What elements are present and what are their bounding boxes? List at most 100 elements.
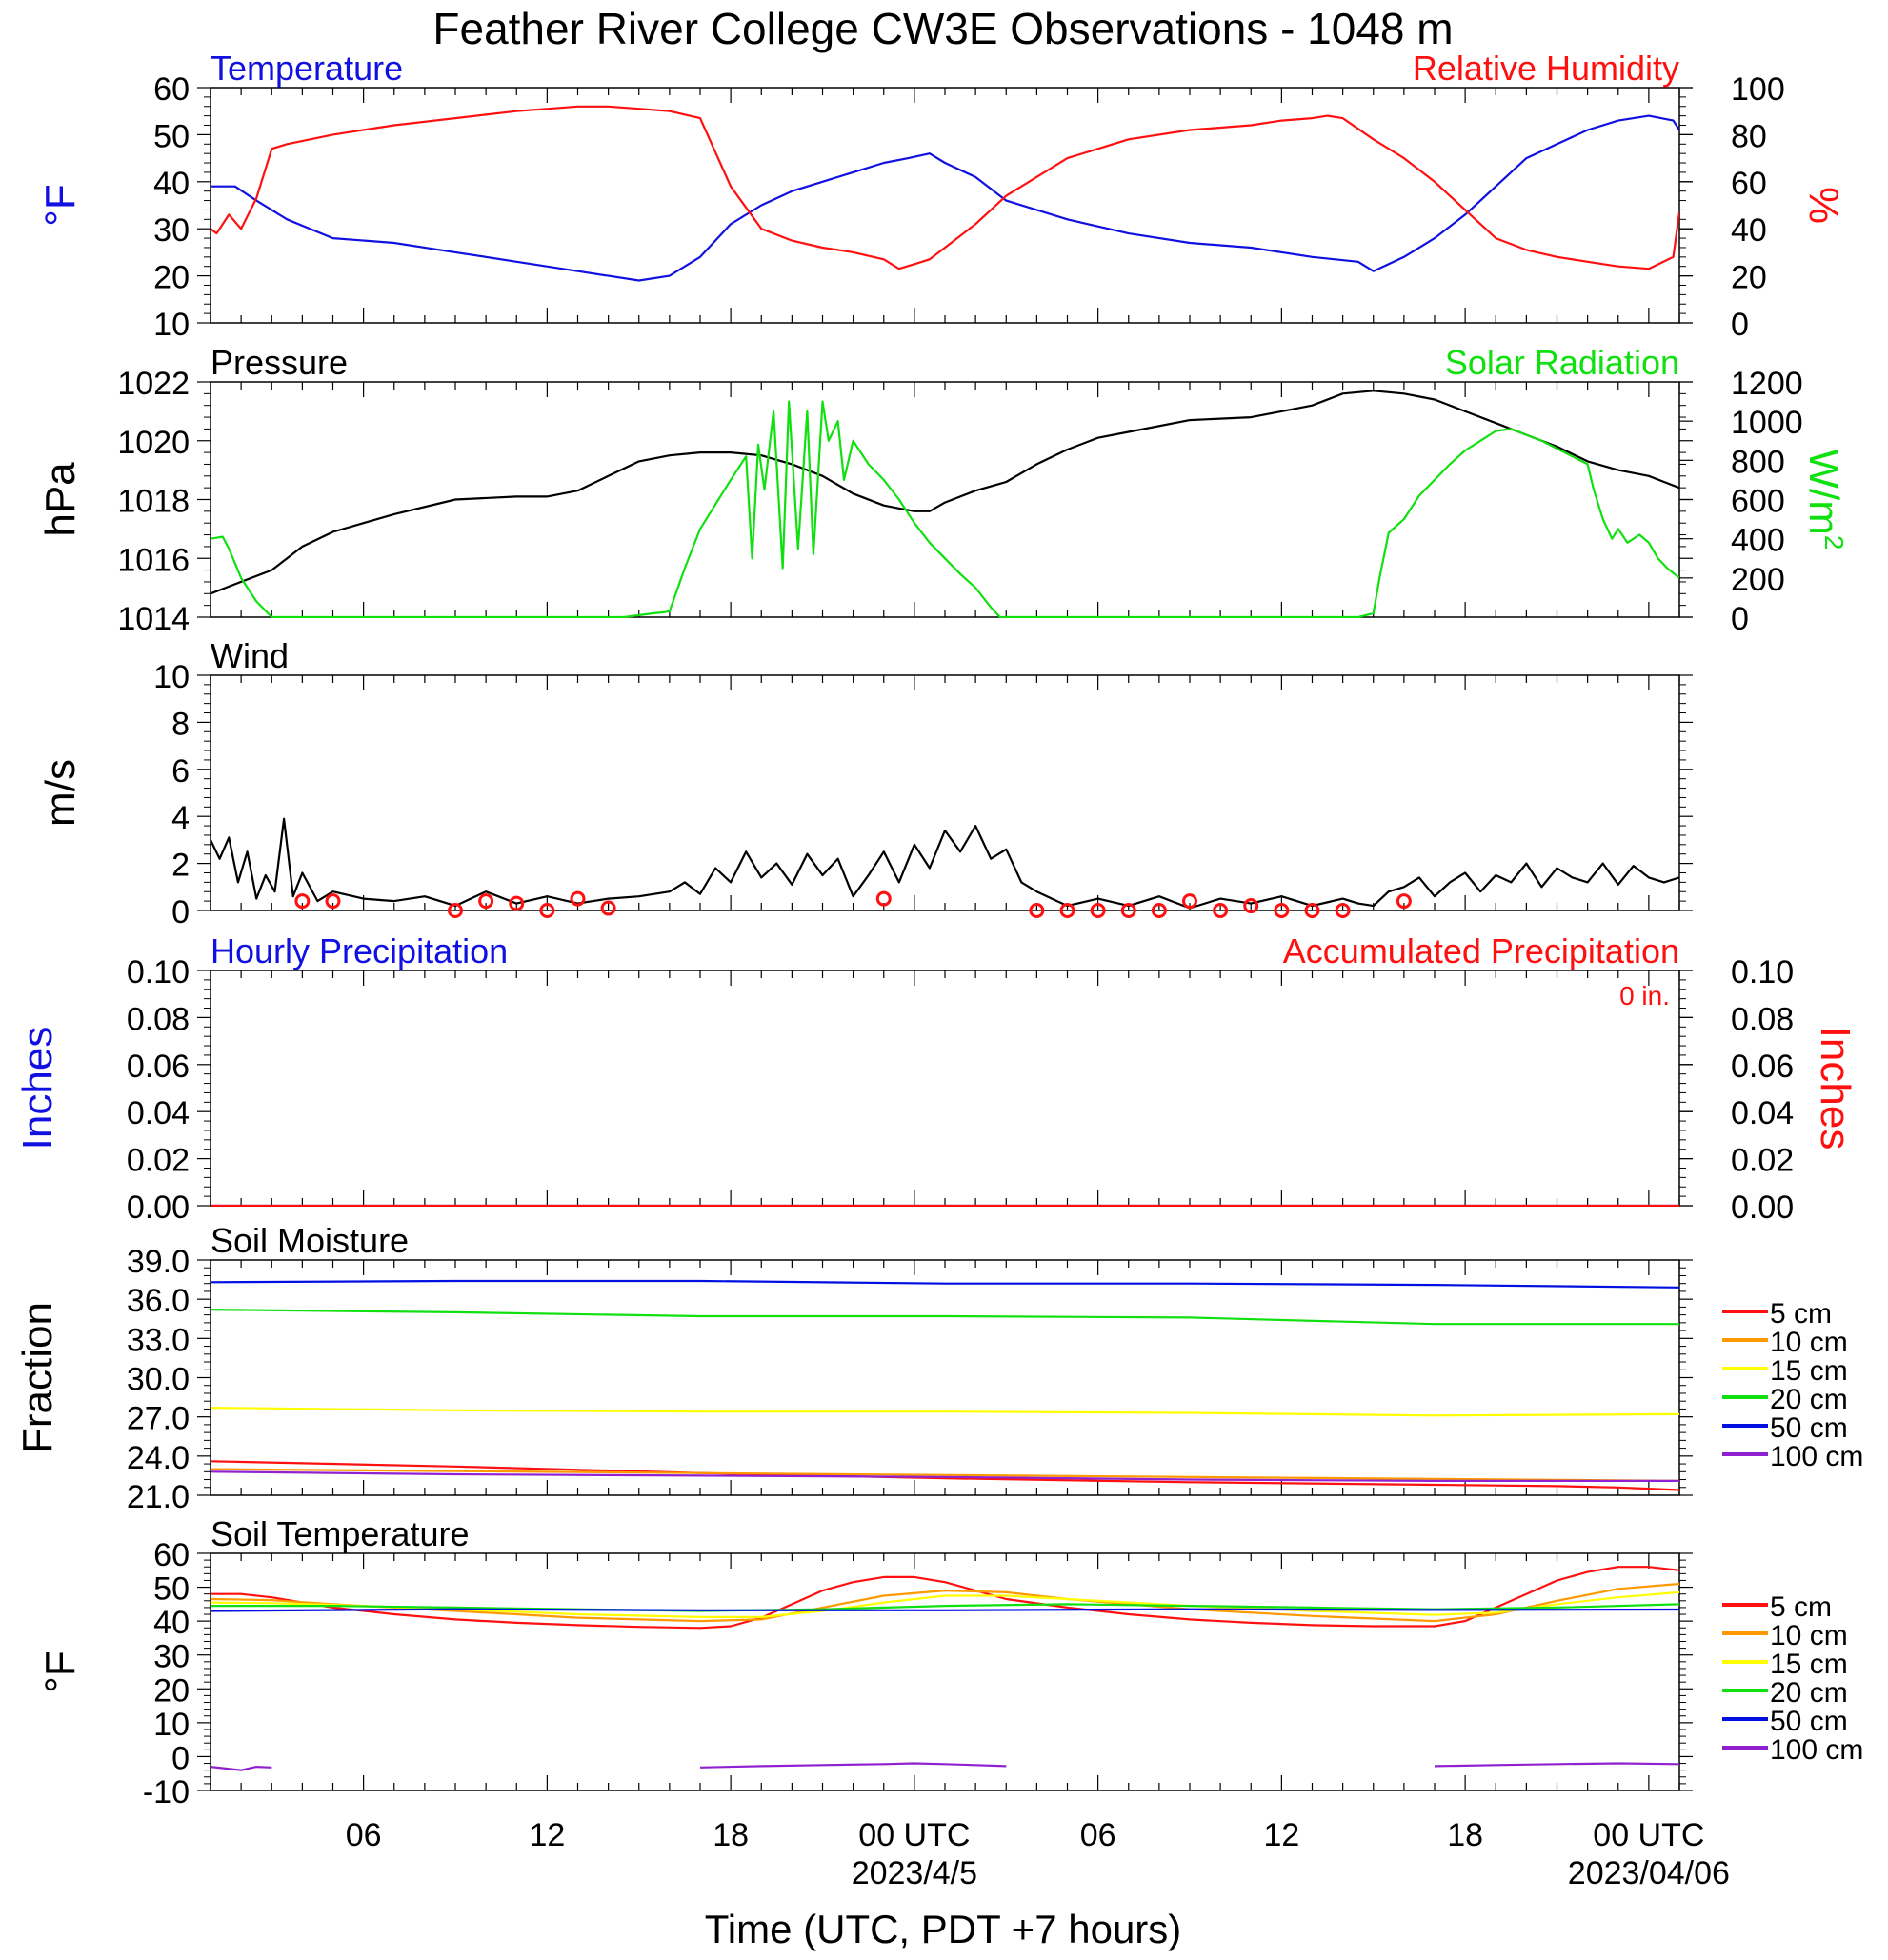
- y-tick-label-left: 50: [153, 1571, 190, 1608]
- panel-annotation: 0 in.: [1619, 981, 1670, 1010]
- wind-direction-marker: [448, 903, 463, 918]
- series-line-10-cm: [211, 1468, 1679, 1482]
- x-tick-label: 12: [529, 1817, 565, 1853]
- y-tick-label-left: 1022: [117, 366, 190, 402]
- plot-frame: [210, 970, 1680, 1207]
- y-tick-label-right: 0.02: [1731, 1143, 1794, 1179]
- y-tick-label-left: 0.02: [127, 1143, 190, 1179]
- y-tick-label-right: 0: [1731, 601, 1749, 637]
- y-tick-label-right: 400: [1731, 523, 1785, 559]
- y-tick-label-left: 27.0: [127, 1401, 190, 1437]
- y-unit-right: W/m2: [1800, 450, 1849, 550]
- y-tick-label-left: 6: [171, 753, 190, 790]
- y-unit-left: °F: [37, 184, 84, 226]
- series-line-temperature: [211, 114, 1679, 282]
- x-date-label: 2023/4/5: [852, 1855, 977, 1891]
- wind-direction-marker: [1120, 903, 1136, 918]
- wind-direction-marker: [1029, 903, 1045, 918]
- panel-title-right: Relative Humidity: [1413, 49, 1679, 88]
- legend-label: 100 cm: [1770, 1441, 1863, 1472]
- series-line-wind-speed: [211, 817, 1679, 910]
- legend-label: 5 cm: [1770, 1591, 1832, 1623]
- y-tick-label-left: 39.0: [127, 1244, 190, 1280]
- legend-label: 15 cm: [1770, 1355, 1848, 1387]
- legend-label: 10 cm: [1770, 1620, 1848, 1651]
- wind-direction-marker: [1059, 903, 1075, 918]
- y-tick-label-right: 1000: [1731, 405, 1803, 441]
- wind-direction-marker: [1182, 893, 1197, 910]
- y-tick-label-left: 0: [171, 894, 190, 930]
- y-tick-label-left: -10: [143, 1774, 190, 1810]
- chart-title: Feather River College CW3E Observations …: [432, 4, 1453, 53]
- wind-direction-marker: [875, 890, 892, 907]
- wind-direction-marker: [1396, 893, 1412, 910]
- series-line-pressure: [211, 390, 1679, 595]
- y-unit-left: Fraction: [14, 1302, 61, 1453]
- y-tick-label-left: 0.00: [127, 1190, 190, 1226]
- y-tick-label-right: 800: [1731, 444, 1785, 480]
- y-tick-label-right: 100: [1731, 71, 1785, 108]
- y-tick-label-left: 33.0: [127, 1322, 190, 1358]
- y-unit-right: %: [1800, 187, 1847, 224]
- y-tick-label-left: 10: [153, 307, 190, 343]
- y-tick-label-right: 80: [1731, 118, 1767, 154]
- x-tick-label: 06: [346, 1817, 382, 1853]
- y-unit-left: Inches: [14, 1027, 61, 1150]
- plot-frame: [210, 1259, 1680, 1496]
- series-line-100-cm: [1434, 1762, 1679, 1768]
- wind-direction-marker: [600, 900, 616, 916]
- y-tick-label-left: 40: [153, 166, 190, 202]
- panel-temp_rh: 10 20 30 40 50 60 0 20 40 60 80 100 Temperature Relat…: [37, 49, 1847, 343]
- y-tick-label-left: 20: [153, 1672, 190, 1709]
- plot-frame: [210, 674, 1680, 911]
- panel-title-right: Solar Radiation: [1445, 343, 1679, 382]
- x-tick-label: 18: [1447, 1817, 1483, 1853]
- y-tick-label-left: 1014: [117, 601, 190, 637]
- panel-title-left: Soil Temperature: [211, 1514, 469, 1553]
- wind-direction-marker: [1274, 903, 1290, 918]
- legend-label: 100 cm: [1770, 1734, 1863, 1766]
- panel-title-left: Pressure: [211, 343, 348, 382]
- y-tick-label-left: 60: [153, 1537, 190, 1573]
- y-tick-label-right: 0: [1731, 307, 1749, 343]
- legend-label: 50 cm: [1770, 1412, 1848, 1444]
- x-tick-label: 12: [1263, 1817, 1299, 1853]
- x-tick-label: 18: [713, 1817, 749, 1853]
- y-unit-left: hPa: [37, 462, 84, 537]
- y-tick-label-left: 1018: [117, 484, 190, 520]
- y-tick-label-right: 40: [1731, 212, 1767, 249]
- legend-label: 10 cm: [1770, 1327, 1848, 1358]
- y-unit-left: m/s: [37, 759, 84, 827]
- wind-direction-marker: [294, 893, 311, 910]
- y-unit-left: °F: [37, 1650, 84, 1692]
- y-tick-label-right: 0.06: [1731, 1049, 1794, 1085]
- series-line-100-cm: [699, 1762, 1007, 1769]
- x-date-label: 2023/04/06: [1568, 1855, 1730, 1891]
- wind-direction-marker: [539, 903, 555, 918]
- series-group: [211, 1279, 1679, 1491]
- series-line-15-cm: [211, 1590, 1679, 1619]
- series-line-relative-humidity: [211, 105, 1679, 270]
- y-tick-label-left: 0.10: [127, 954, 190, 990]
- panel-title-left: Wind: [211, 636, 289, 675]
- panel-title-left: Temperature: [211, 49, 403, 88]
- panel-title-left: Soil Moisture: [211, 1221, 409, 1260]
- wind-direction-marker: [325, 893, 341, 910]
- legend-label: 20 cm: [1770, 1384, 1848, 1415]
- panel-soil_moisture: 21.024.027.030.0 33.036.039.0 Soil Moistur…: [14, 1221, 1863, 1515]
- y-tick-label-left: 50: [153, 118, 190, 154]
- series-line-15-cm: [211, 1407, 1679, 1417]
- wind-direction-marker: [1090, 903, 1106, 918]
- plot-frame: [210, 381, 1680, 618]
- y-tick-label-left: 30: [153, 212, 190, 249]
- series-line-solar-radiation: [211, 400, 1679, 618]
- wind-direction-marker: [509, 895, 525, 911]
- y-tick-label-left: 0: [171, 1740, 190, 1776]
- legend-label: 50 cm: [1770, 1706, 1848, 1737]
- series-group: [211, 390, 1679, 618]
- legend-label: 15 cm: [1770, 1649, 1848, 1680]
- y-tick-label-left: 0.04: [127, 1095, 190, 1131]
